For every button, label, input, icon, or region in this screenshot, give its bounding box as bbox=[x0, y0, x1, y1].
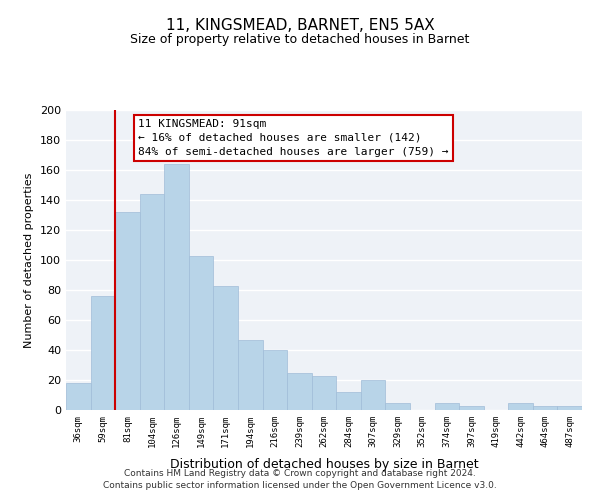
Bar bbox=[140, 194, 164, 410]
Bar bbox=[115, 212, 140, 410]
Y-axis label: Number of detached properties: Number of detached properties bbox=[25, 172, 34, 348]
Bar bbox=[238, 340, 263, 410]
Bar bbox=[508, 402, 533, 410]
Text: 11 KINGSMEAD: 91sqm
← 16% of detached houses are smaller (142)
84% of semi-detac: 11 KINGSMEAD: 91sqm ← 16% of detached ho… bbox=[138, 119, 449, 157]
Bar bbox=[66, 383, 91, 410]
Bar bbox=[361, 380, 385, 410]
Bar bbox=[287, 372, 312, 410]
Bar bbox=[214, 286, 238, 410]
Bar bbox=[336, 392, 361, 410]
Bar bbox=[557, 406, 582, 410]
Bar bbox=[533, 406, 557, 410]
Text: Contains public sector information licensed under the Open Government Licence v3: Contains public sector information licen… bbox=[103, 481, 497, 490]
Text: 11, KINGSMEAD, BARNET, EN5 5AX: 11, KINGSMEAD, BARNET, EN5 5AX bbox=[166, 18, 434, 32]
Bar bbox=[263, 350, 287, 410]
Text: Contains HM Land Registry data © Crown copyright and database right 2024.: Contains HM Land Registry data © Crown c… bbox=[124, 468, 476, 477]
Bar bbox=[459, 406, 484, 410]
Bar bbox=[189, 256, 214, 410]
X-axis label: Distribution of detached houses by size in Barnet: Distribution of detached houses by size … bbox=[170, 458, 478, 471]
Bar bbox=[91, 296, 115, 410]
Bar bbox=[164, 164, 189, 410]
Bar bbox=[385, 402, 410, 410]
Bar bbox=[434, 402, 459, 410]
Bar bbox=[312, 376, 336, 410]
Text: Size of property relative to detached houses in Barnet: Size of property relative to detached ho… bbox=[130, 32, 470, 46]
